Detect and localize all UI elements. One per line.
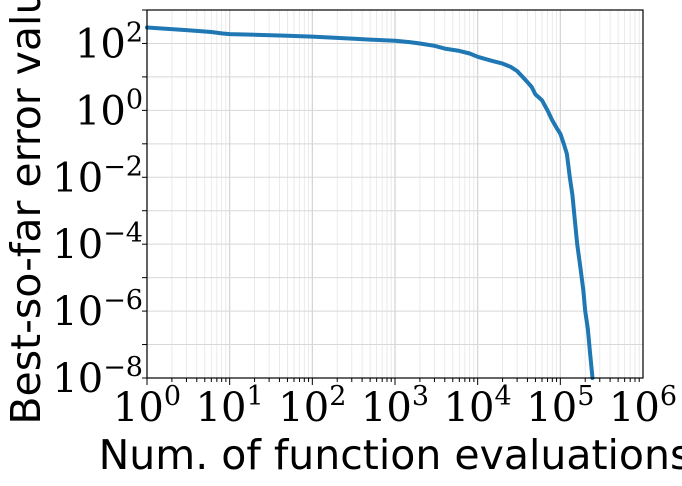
x-tick-label: 104	[444, 381, 512, 431]
y-tick-label: 10−4	[52, 218, 143, 268]
y-tick-label: 102	[75, 17, 143, 67]
x-tick-label: 103	[361, 381, 429, 431]
y-tick-label: 10−6	[52, 285, 143, 335]
x-axis-label: Num. of function evaluations	[99, 431, 682, 479]
x-tick-label: 102	[278, 381, 346, 431]
y-tick-label: 100	[75, 84, 143, 134]
ticks	[142, 9, 640, 385]
tick-labels: 100 101 102 103 104 105 106 10−8 10−6 10−4 10−2 100…	[52, 17, 677, 431]
x-tick-label: 105	[526, 381, 594, 431]
y-tick-label: 10−8	[52, 352, 143, 402]
x-tick-label: 100	[113, 381, 181, 431]
x-tick-label: 101	[196, 381, 264, 431]
y-tick-label: 10−2	[52, 151, 143, 201]
grid	[146, 9, 643, 379]
series-line	[145, 25, 595, 380]
y-axis-label: Best-so-far error value	[2, 0, 50, 425]
x-tick-label: 106	[609, 381, 677, 431]
